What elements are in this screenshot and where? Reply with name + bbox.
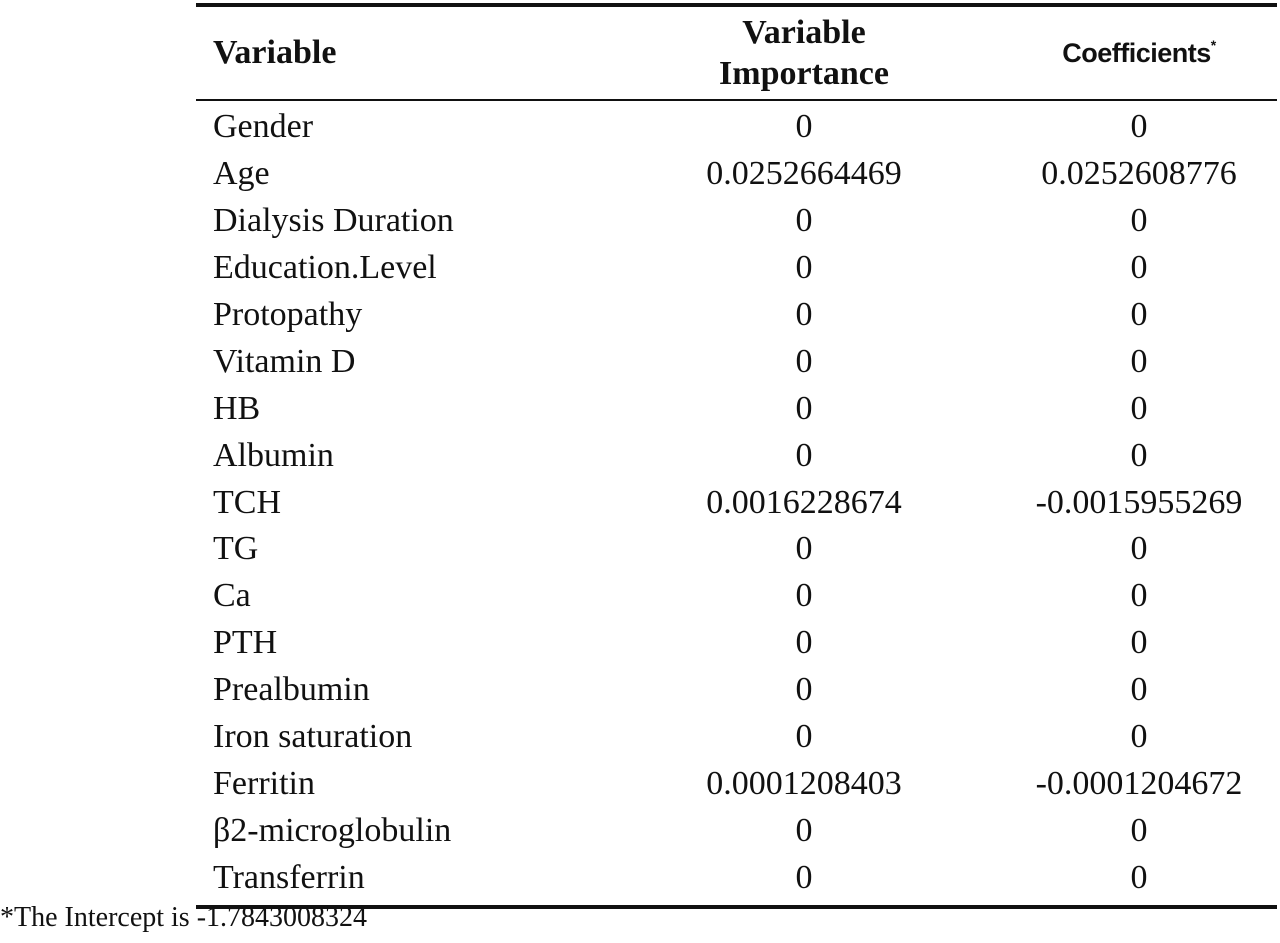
cell-importance: 0 bbox=[795, 530, 813, 568]
cell-variable: Education.Level bbox=[213, 249, 437, 287]
cell-coefficient: 0 bbox=[1130, 342, 1148, 380]
cell-importance: 0 bbox=[795, 671, 813, 709]
table-row: Gender 0 0 bbox=[196, 104, 1277, 151]
table-row: Prealbumin 0 0 bbox=[196, 667, 1277, 714]
cell-importance: 0.0252664469 bbox=[706, 155, 902, 193]
table-row: Age 0.0252664469 0.0252608776 bbox=[196, 151, 1277, 198]
cell-importance: 0.0001208403 bbox=[706, 764, 902, 802]
cell-coefficient: -0.0015955269 bbox=[1035, 483, 1243, 521]
table-row: Ca 0 0 bbox=[196, 573, 1277, 620]
table-row: Vitamin D 0 0 bbox=[196, 338, 1277, 385]
table-row: β2-microglobulin 0 0 bbox=[196, 807, 1277, 854]
cell-coefficient: 0 bbox=[1130, 811, 1148, 849]
table-row: Ferritin 0.0001208403 -0.0001204672 bbox=[196, 760, 1277, 807]
table-row: Iron saturation 0 0 bbox=[196, 714, 1277, 761]
cell-variable: HB bbox=[213, 389, 261, 427]
table-body: Gender 0 0 Age 0.0252664469 0.0252608776 Dialy… bbox=[196, 101, 1277, 905]
header-importance-line1: Variable bbox=[742, 14, 866, 51]
cell-coefficient: 0 bbox=[1130, 858, 1148, 896]
cell-importance: 0 bbox=[795, 389, 813, 427]
cell-variable: TCH bbox=[213, 483, 281, 521]
table-header-row: Variable Variable Importance Coefficient… bbox=[196, 7, 1277, 99]
header-coefficients-marker: * bbox=[1210, 36, 1216, 53]
cell-variable: Protopathy bbox=[213, 296, 363, 333]
table-row: Education.Level 0 0 bbox=[196, 245, 1277, 292]
table-row: Transferrin 0 0 bbox=[196, 854, 1277, 901]
cell-variable: Dialysis Duration bbox=[213, 202, 454, 240]
cell-variable: Ca bbox=[213, 577, 251, 615]
cell-variable: Prealbumin bbox=[213, 671, 370, 709]
cell-coefficient: 0 bbox=[1130, 577, 1148, 615]
cell-importance: 0 bbox=[795, 718, 813, 756]
cell-coefficient: -0.0001204672 bbox=[1035, 764, 1243, 802]
table-row: Albumin 0 0 bbox=[196, 432, 1277, 479]
cell-variable: Albumin bbox=[213, 436, 334, 474]
cell-importance: 0 bbox=[795, 296, 813, 333]
table-row: HB 0 0 bbox=[196, 385, 1277, 432]
header-coefficients-label: Coefficients bbox=[1062, 37, 1211, 68]
cell-coefficient: 0 bbox=[1130, 202, 1148, 240]
cell-coefficient: 0 bbox=[1130, 436, 1148, 474]
header-variable-importance: Variable Importance bbox=[607, 12, 1001, 94]
cell-variable: β2-microglobulin bbox=[213, 811, 452, 849]
cell-importance: 0 bbox=[795, 811, 813, 849]
table-row: Dialysis Duration 0 0 bbox=[196, 198, 1277, 245]
table-bottom-rule bbox=[196, 905, 1277, 910]
cell-variable: Vitamin D bbox=[213, 342, 356, 380]
header-importance-line2: Importance bbox=[719, 55, 889, 92]
cell-coefficient: 0 bbox=[1130, 108, 1148, 146]
table-footnote: *The Intercept is -1.7843008324 bbox=[0, 902, 368, 933]
cell-coefficient: 0 bbox=[1130, 671, 1148, 709]
cell-importance: 0.0016228674 bbox=[706, 483, 902, 521]
cell-coefficient: 0 bbox=[1130, 718, 1148, 756]
cell-coefficient: 0.0252608776 bbox=[1041, 155, 1237, 193]
cell-importance: 0 bbox=[795, 108, 813, 146]
cell-variable: Iron saturation bbox=[213, 718, 413, 756]
header-coefficients: Coefficients* bbox=[1001, 36, 1277, 69]
table-header-rule bbox=[196, 99, 1277, 101]
table-top-rule bbox=[196, 3, 1277, 7]
table-row: TCH 0.0016228674 -0.0015955269 bbox=[196, 479, 1277, 526]
cell-variable: PTH bbox=[213, 624, 278, 662]
cell-coefficient: 0 bbox=[1130, 530, 1148, 568]
cell-coefficient: 0 bbox=[1130, 389, 1148, 427]
cell-variable: Transferrin bbox=[213, 858, 365, 896]
cell-importance: 0 bbox=[795, 202, 813, 240]
cell-importance: 0 bbox=[795, 436, 813, 474]
header-variable: Variable bbox=[213, 34, 337, 71]
table-row: TG 0 0 bbox=[196, 526, 1277, 573]
table-row: Protopathy 0 0 bbox=[196, 292, 1277, 339]
coefficients-table: Variable Variable Importance Coefficient… bbox=[196, 3, 1277, 910]
cell-coefficient: 0 bbox=[1130, 624, 1148, 662]
cell-variable: Age bbox=[213, 155, 270, 193]
cell-importance: 0 bbox=[795, 858, 813, 896]
table-row: PTH 0 0 bbox=[196, 620, 1277, 667]
cell-variable: Ferritin bbox=[213, 764, 315, 802]
cell-coefficient: 0 bbox=[1130, 249, 1148, 287]
cell-variable: TG bbox=[213, 530, 259, 568]
cell-importance: 0 bbox=[795, 577, 813, 615]
cell-importance: 0 bbox=[795, 342, 813, 380]
cell-importance: 0 bbox=[795, 624, 813, 662]
cell-coefficient: 0 bbox=[1130, 296, 1148, 333]
cell-variable: Gender bbox=[213, 108, 314, 146]
cell-importance: 0 bbox=[795, 249, 813, 287]
